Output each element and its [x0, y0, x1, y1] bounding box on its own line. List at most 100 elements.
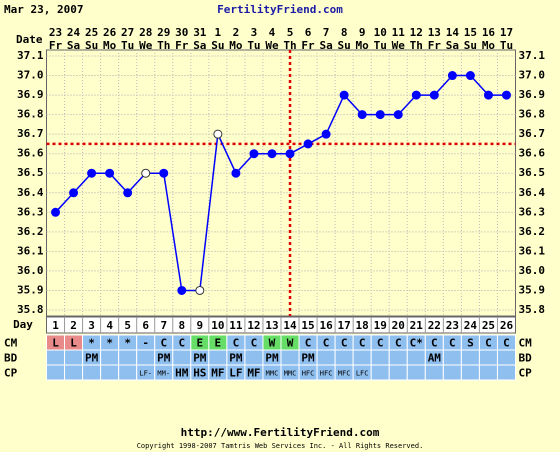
weekday-label: Mo: [103, 39, 117, 52]
day-number: 20: [392, 319, 405, 332]
day-number: 10: [211, 319, 224, 332]
weekday-label: Tu: [247, 39, 260, 52]
weekday-label: Fr: [428, 39, 442, 52]
weekday-label: Tu: [121, 39, 134, 52]
temperature-point: [123, 188, 133, 198]
y-tick-label-right: 36.1: [519, 244, 546, 257]
day-number: 21: [410, 319, 424, 332]
temperature-point: [285, 149, 295, 159]
weekday-label: Fr: [301, 39, 315, 52]
day-number: 12: [247, 319, 260, 332]
row-cell: [64, 349, 84, 366]
weekday-label: Su: [85, 39, 98, 52]
row-cell: [478, 364, 498, 381]
temperature-point: [483, 90, 493, 100]
row-value: LF: [229, 367, 242, 380]
row-value: HS: [193, 367, 206, 380]
row-value: C: [160, 337, 167, 350]
row-label-right: BD: [519, 352, 533, 365]
footer-copyright: Copyright 1998-2007 Tamtris Web Services…: [137, 442, 424, 450]
date-label: 16: [482, 26, 496, 39]
day-number: 13: [265, 319, 278, 332]
row-cell: [118, 349, 138, 366]
day-number: 14: [283, 319, 297, 332]
weekday-label: Sa: [446, 39, 459, 52]
y-tick-label-right: 36.6: [519, 147, 546, 160]
row-cell: [208, 349, 228, 366]
temperature-point: [411, 90, 421, 100]
date-label: 28: [139, 26, 152, 39]
row-label: BD: [4, 352, 18, 365]
row-cell: [460, 364, 480, 381]
row-value: C: [233, 337, 240, 350]
row-cell: [406, 349, 426, 366]
y-tick-label-right: 36.2: [519, 225, 546, 238]
temperature-point: [447, 71, 457, 81]
day-number: 5: [124, 319, 131, 332]
row-value: MFC: [338, 370, 351, 378]
date-label: 9: [359, 26, 366, 39]
row-label: CM: [4, 337, 18, 350]
chart-title: FertilityFriend.com: [217, 3, 343, 16]
day-number: 19: [374, 319, 387, 332]
weekday-label: Th: [410, 39, 423, 52]
row-value: W: [287, 337, 294, 350]
row-value: E: [215, 337, 222, 350]
y-tick-label-right: 36.4: [519, 186, 546, 199]
row-cell: [370, 364, 390, 381]
y-tick-label: 35.9: [17, 283, 44, 296]
y-tick-label-right: 36.9: [519, 88, 546, 101]
date-label: 2: [233, 26, 240, 39]
row-value: C: [178, 337, 185, 350]
y-tick-label: 36.9: [17, 88, 44, 101]
weekday-label: Th: [283, 39, 296, 52]
day-number: 1: [52, 319, 59, 332]
temperature-point: [231, 168, 241, 178]
row-label-right: CM: [519, 337, 533, 350]
day-number: 18: [356, 319, 369, 332]
row-value: HFC: [320, 370, 333, 378]
date-label: 30: [175, 26, 188, 39]
day-number: 6: [142, 319, 149, 332]
day-number: 22: [428, 319, 441, 332]
row-cell: [334, 349, 354, 366]
date-label: 17: [500, 26, 513, 39]
row-value: MF: [247, 367, 260, 380]
y-tick-label: 36.4: [17, 186, 44, 199]
day-number: 8: [178, 319, 185, 332]
y-tick-label: 36.1: [17, 244, 44, 257]
y-tick-label-right: 36.0: [519, 264, 546, 277]
temperature-point: [429, 90, 439, 100]
day-number: 9: [197, 319, 204, 332]
row-value: HFC: [302, 370, 315, 378]
temperature-point: [195, 285, 205, 295]
y-tick-label-right: 36.5: [519, 166, 546, 179]
weekday-label: Mo: [482, 39, 496, 52]
row-value: C*: [410, 337, 423, 350]
y-tick-label-right: 36.3: [519, 205, 546, 218]
day-number: 26: [500, 319, 514, 332]
y-tick-label: 36.2: [17, 225, 44, 238]
weekday-label: Sa: [193, 39, 206, 52]
row-value: HM: [175, 367, 189, 380]
day-number: 16: [319, 319, 333, 332]
row-value: C: [485, 337, 492, 350]
row-value: W: [269, 337, 276, 350]
day-number: 23: [446, 319, 459, 332]
date-label: 10: [374, 26, 387, 39]
y-tick-label: 36.5: [17, 166, 44, 179]
row-cell: [244, 349, 264, 366]
date-label: 29: [157, 26, 170, 39]
date-label: 23: [49, 26, 62, 39]
date-label: 5: [287, 26, 294, 39]
row-value: AM: [428, 352, 442, 365]
date-label: 31: [193, 26, 207, 39]
y-tick-label: 36.6: [17, 147, 44, 160]
row-value: LFC: [356, 370, 369, 378]
row-cell: [406, 364, 426, 381]
date-label: 24: [67, 26, 81, 39]
weekday-label: Fr: [175, 39, 189, 52]
weekday-label: Su: [464, 39, 477, 52]
date-label: 15: [464, 26, 477, 39]
